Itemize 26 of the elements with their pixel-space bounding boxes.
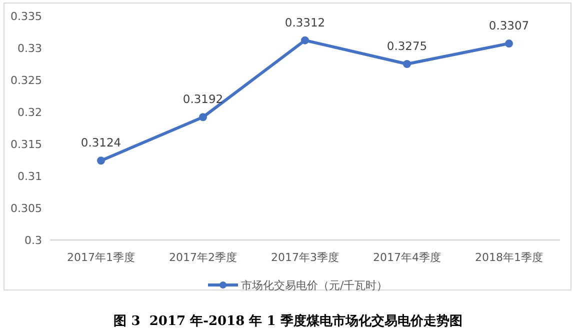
y-tick-label: 0.305: [10, 202, 42, 215]
y-tick-label: 0.3: [24, 234, 42, 247]
y-tick-label: 0.31: [18, 170, 42, 183]
data-label: 0.3124: [80, 136, 122, 150]
legend: 市场化交易电价（元/千瓦时）: [208, 279, 388, 292]
x-tick-label: 2018年1季度: [475, 251, 543, 264]
y-tick-label: 0.325: [10, 74, 42, 87]
data-label: 0.3192: [182, 92, 224, 106]
x-tick-label: 2017年4季度: [373, 251, 441, 264]
point: [403, 60, 411, 68]
point: [301, 36, 309, 44]
y-tick-label: 0.315: [10, 138, 42, 151]
y-tick-label: 0.32: [18, 106, 42, 119]
x-tick-label: 2017年1季度: [67, 251, 135, 264]
point: [199, 113, 207, 122]
point: [97, 156, 105, 165]
y-tick-label: 0.335: [10, 10, 42, 23]
x-tick-label: 2017年3季度: [271, 251, 339, 264]
x-tick-label: 2017年2季度: [169, 251, 237, 264]
text: 图 3 2017 年-2018 年 1 季度煤电市场化交易电价走势图: [114, 313, 462, 329]
point: [505, 40, 513, 48]
legend-label: 市场化交易电价（元/千瓦时）: [241, 279, 388, 292]
data-label: 0.3275: [386, 39, 428, 53]
y-tick-label: 0.33: [18, 42, 42, 55]
data-label: 0.3312: [284, 15, 326, 30]
data-label: 0.3307: [488, 18, 530, 33]
